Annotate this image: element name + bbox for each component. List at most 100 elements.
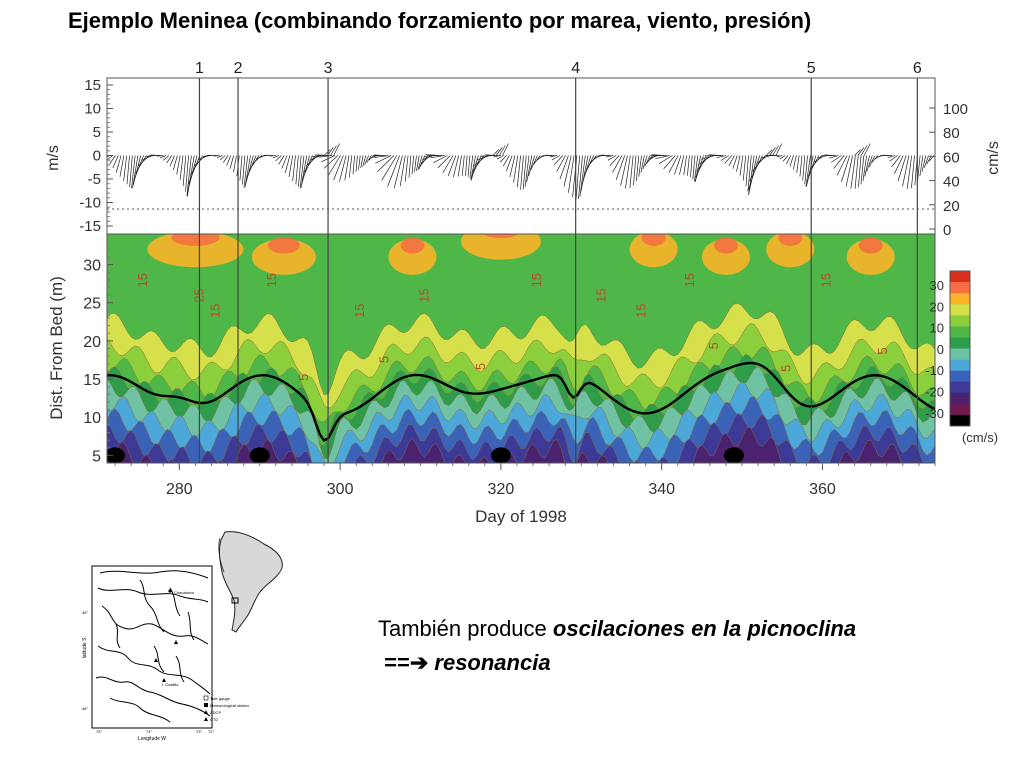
contour-label: 15 xyxy=(208,303,223,317)
wind-stick xyxy=(374,155,389,158)
wind-stick xyxy=(145,155,155,158)
wind-stick xyxy=(633,155,637,186)
wind-stick xyxy=(854,155,859,189)
wind-stick xyxy=(169,155,175,167)
wind-stick xyxy=(229,155,234,169)
wind-stick xyxy=(701,155,715,160)
wind-stick xyxy=(186,155,192,196)
tide-gauge-marker xyxy=(168,589,172,593)
wind-stick xyxy=(358,155,361,170)
wind-stick xyxy=(559,155,569,180)
wind-stick xyxy=(362,155,367,167)
wind-stick xyxy=(163,155,170,161)
wind-stick xyxy=(742,155,747,181)
map-place-castillo: I. Castillo xyxy=(162,682,179,687)
wind-stick xyxy=(789,155,794,167)
contour-label: 15 xyxy=(818,273,833,287)
map-legend-item: ADCP xyxy=(210,710,221,715)
contour-label: 5 xyxy=(706,342,721,349)
wind-stick xyxy=(575,155,581,200)
wind-stick xyxy=(493,155,501,158)
wind-stick xyxy=(556,155,566,172)
contour-label: 5 xyxy=(778,365,793,372)
wind-stick xyxy=(636,155,640,182)
wind-stick-panel: 15 10 5 0 -5 -10 -15 100 80 60 40 20 0 m/s cm/s xyxy=(45,77,1002,239)
wind-stick xyxy=(233,155,237,173)
wind-sticks xyxy=(107,143,935,200)
wind-stick xyxy=(433,155,448,163)
event-marker-label: 3 xyxy=(324,60,333,77)
wind-stick xyxy=(377,155,395,172)
wind-stick xyxy=(860,145,868,156)
wind-stick xyxy=(897,155,907,182)
heatmap-warm-blob xyxy=(846,238,895,275)
wind-stick xyxy=(333,155,344,181)
heatmap-xtick-label: 340 xyxy=(648,481,675,498)
note-line-1: También produce oscilaciones en la picno… xyxy=(378,612,856,646)
wind-stick xyxy=(674,155,682,175)
wind-stick xyxy=(644,155,651,167)
wind-stick xyxy=(845,155,853,187)
heatmap-xtick-label: 360 xyxy=(809,481,836,498)
wind-stick xyxy=(437,155,451,169)
heatmap-xtick-label: 320 xyxy=(488,481,515,498)
wind-stick xyxy=(745,155,749,187)
wind-stick xyxy=(687,155,690,176)
wind-right-tick-label: 100 xyxy=(943,101,968,118)
wind-stick xyxy=(404,155,409,182)
wind-stick xyxy=(135,155,147,174)
wind-stick xyxy=(520,155,524,190)
wind-stick xyxy=(524,155,530,188)
colorbar-tick-label: 0 xyxy=(937,342,944,357)
wind-stick xyxy=(858,155,862,188)
wind-stick xyxy=(760,155,772,159)
wind-stick xyxy=(372,155,380,157)
wind-stick xyxy=(496,155,504,160)
contour-label: 15 xyxy=(352,303,367,317)
wind-stick xyxy=(694,155,699,182)
wind-stick xyxy=(112,155,119,169)
wind-stick xyxy=(580,155,589,192)
wind-stick xyxy=(799,155,803,177)
wind-stick xyxy=(817,155,828,159)
heatmap-ytick-label: 10 xyxy=(83,410,101,427)
wind-stick xyxy=(605,155,614,158)
map-xtick: 74° xyxy=(146,729,152,734)
wind-stick xyxy=(695,155,707,178)
wind-stick xyxy=(551,155,561,161)
contour-label: 15 xyxy=(417,288,432,302)
wind-stick xyxy=(179,155,184,180)
wind-stick xyxy=(772,145,779,156)
ctd-marker xyxy=(154,658,158,662)
wind-stick xyxy=(115,155,122,173)
resonance-note: También produce oscilaciones en la picno… xyxy=(378,612,856,680)
wind-stick xyxy=(658,155,673,165)
wind-stick xyxy=(469,155,474,179)
wind-stick xyxy=(513,155,519,183)
wind-stick xyxy=(222,155,229,163)
wind-stick xyxy=(902,155,910,187)
event-marker-label: 1 xyxy=(195,60,204,77)
zero-contour-line xyxy=(107,361,935,442)
wind-stick xyxy=(185,155,189,192)
wind-stick xyxy=(854,149,861,156)
wind-stick xyxy=(269,155,276,157)
wind-stick xyxy=(243,155,249,188)
wind-yticks-right: 100 80 60 40 20 0 xyxy=(929,101,968,239)
wind-stick xyxy=(776,155,783,158)
wind-stick xyxy=(609,155,620,166)
wind-stick xyxy=(339,155,347,182)
wind-stick xyxy=(323,149,331,156)
wind-stick xyxy=(833,155,845,169)
wind-stick xyxy=(408,155,412,178)
wind-ytick-label: 0 xyxy=(93,148,101,165)
colorbar-tick-label: -20 xyxy=(925,385,944,400)
heatmap-dark-core xyxy=(724,447,745,463)
heatmap-dark-core xyxy=(249,447,270,463)
wind-stick xyxy=(123,155,128,181)
wind-stick xyxy=(176,155,181,175)
colorbar-tick-label: -30 xyxy=(925,406,944,421)
wind-stick xyxy=(319,155,333,158)
heatmap-xtick-label: 300 xyxy=(327,481,354,498)
